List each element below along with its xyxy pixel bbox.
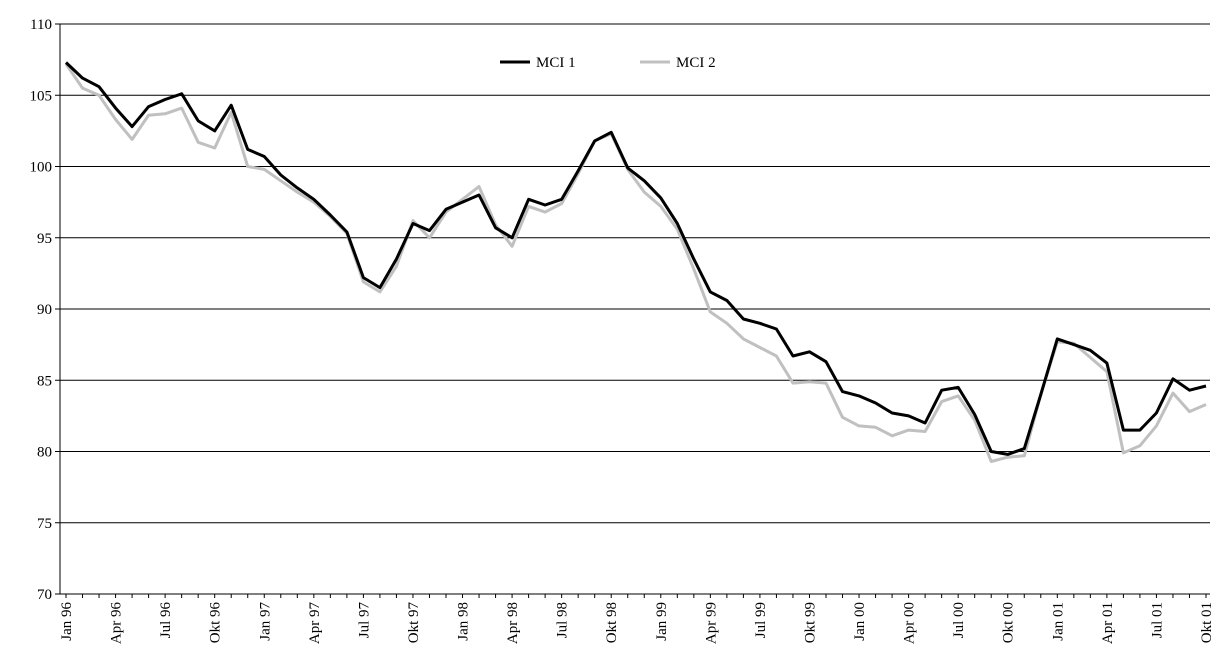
y-tick-label: 70 [37, 587, 52, 603]
x-tick-label: Apr 00 [902, 602, 918, 644]
y-tick-label: 75 [37, 516, 52, 532]
x-tick-label: Jan 01 [1050, 602, 1066, 641]
x-tick-label: Jul 98 [555, 602, 571, 638]
x-tick-label: Jan 97 [257, 602, 273, 641]
x-tick-label: Jan 96 [59, 602, 75, 641]
y-tick-label: 90 [37, 302, 52, 318]
x-tick-label: Jul 00 [951, 602, 967, 638]
y-tick-label: 100 [30, 160, 53, 176]
x-tick-label: Jul 99 [753, 602, 769, 638]
line [64, 61, 1207, 456]
x-tick-label: Apr 99 [703, 602, 719, 644]
x-tick-label: Okt 98 [604, 602, 620, 643]
y-tick-label: 105 [30, 88, 53, 104]
x-tick-label: Jul 01 [1149, 602, 1165, 638]
x-tick-label: Jan 98 [456, 602, 472, 641]
x-tick-label: Jul 97 [356, 602, 372, 639]
x-tick-label: Apr 98 [505, 602, 521, 644]
x-tick-label: Jul 96 [158, 602, 174, 639]
y-tick-label: 110 [30, 17, 52, 33]
x-tick-label: Okt 97 [406, 602, 422, 644]
line [64, 63, 1207, 463]
x-tick-label: Apr 01 [1100, 602, 1116, 644]
x-tick-label: Okt 00 [1001, 602, 1017, 643]
x-tick-label: Apr 96 [109, 602, 125, 645]
x-tick-label: Okt 99 [802, 602, 818, 643]
x-tick-label: Jan 99 [654, 602, 670, 641]
x-tick-label: Okt 96 [208, 602, 224, 644]
x-tick-label: Apr 97 [307, 602, 323, 645]
y-tick-label: 95 [37, 231, 52, 247]
y-tick-label: 80 [37, 445, 52, 461]
legend-label: MCI 2 [676, 55, 716, 71]
y-tick-label: 85 [37, 373, 52, 389]
x-tick-label: Jan 00 [852, 602, 868, 641]
x-tick-label: Okt 01 [1199, 602, 1214, 643]
legend-label: MCI 1 [536, 55, 576, 71]
